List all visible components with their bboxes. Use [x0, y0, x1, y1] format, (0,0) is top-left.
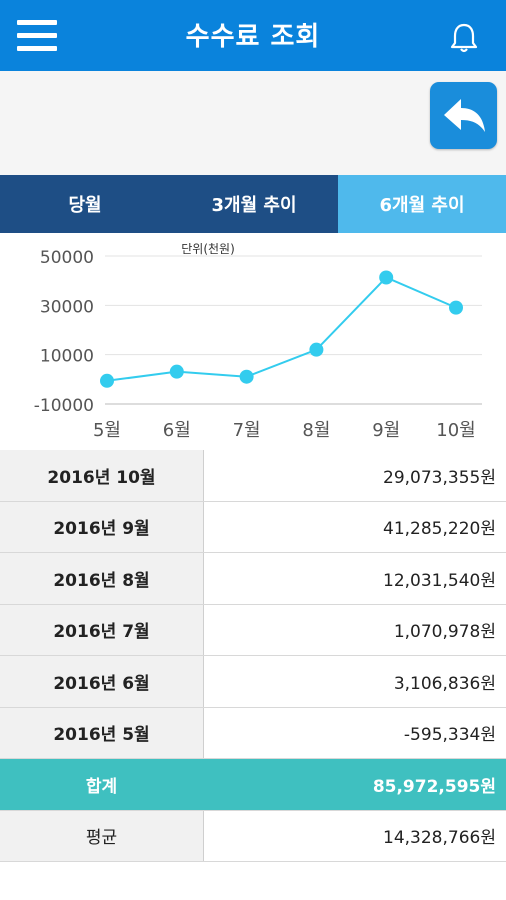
- y-tick-label: -10000: [34, 396, 94, 416]
- line-chart-svg: 50000 30000 10000 -10000 5월 6월 7월 8월 9월 10월 단위(천원): [34, 241, 482, 441]
- fee-table: 2016년 10월 29,073,355원 2016년 9월 41,285,220원 2…: [0, 450, 506, 862]
- table-row: 2016년 5월 -595,334원: [0, 707, 506, 759]
- y-tick-label: 10000: [40, 347, 94, 367]
- x-tick-label: 7월: [233, 420, 261, 441]
- fee-value: 12,031,540원: [204, 553, 506, 604]
- series-line: [106, 276, 457, 382]
- data-point: [379, 270, 394, 285]
- fee-value: 1,070,978원: [204, 604, 506, 655]
- table-row: 2016년 8월 12,031,540원: [0, 553, 506, 605]
- month-label: 2016년 9월: [0, 501, 204, 552]
- back-arrow-icon: [444, 99, 485, 132]
- average-row: 평균 14,328,766원: [0, 810, 506, 862]
- period-tabs: 당월 3개월 추이 6개월 추이: [0, 175, 506, 233]
- tab-3-month-trend[interactable]: 3개월 추이: [170, 175, 338, 233]
- month-label: 2016년 8월: [0, 553, 204, 604]
- bell-icon[interactable]: [446, 20, 482, 56]
- table-row: 2016년 10월 29,073,355원: [0, 450, 506, 502]
- x-tick-label: 8월: [302, 420, 330, 441]
- x-tick-label: 10월: [436, 420, 475, 441]
- fee-value: 3,106,836원: [204, 656, 506, 707]
- table-row: 2016년 9월 41,285,220원: [0, 501, 506, 553]
- total-value: 85,972,595원: [204, 759, 506, 810]
- y-tick-label: 30000: [40, 297, 94, 317]
- average-label: 평균: [0, 810, 204, 861]
- data-point: [449, 300, 463, 315]
- tab-current-month[interactable]: 당월: [0, 175, 170, 233]
- tab-6-month-trend[interactable]: 6개월 추이: [338, 175, 506, 233]
- page-title: 수수료 조회: [185, 22, 321, 52]
- data-point: [239, 369, 254, 384]
- unit-label: 단위(천원): [181, 241, 235, 256]
- y-tick-label: 50000: [40, 248, 94, 268]
- table-row: 2016년 6월 3,106,836원: [0, 656, 506, 708]
- fee-value: 41,285,220원: [204, 501, 506, 552]
- month-label: 2016년 5월: [0, 707, 204, 758]
- data-point: [309, 342, 324, 357]
- fee-trend-chart: 50000 30000 10000 -10000 5월 6월 7월 8월 9월 10월 단위(천원): [0, 233, 506, 450]
- x-tick-label: 6월: [163, 420, 191, 441]
- x-tick-label: 5월: [93, 420, 121, 441]
- x-tick-label: 9월: [372, 420, 400, 441]
- fee-value: -595,334원: [204, 707, 506, 758]
- table-row: 2016년 7월 1,070,978원: [0, 604, 506, 656]
- fee-value: 29,073,355원: [204, 450, 506, 501]
- hamburger-menu-icon[interactable]: [17, 20, 57, 52]
- average-value: 14,328,766원: [204, 810, 506, 861]
- total-label: 합계: [0, 759, 204, 810]
- total-row: 합계 85,972,595원: [0, 759, 506, 811]
- data-point: [169, 364, 184, 379]
- data-point: [100, 373, 114, 388]
- app-header: 수수료 조회: [0, 0, 506, 71]
- month-label: 2016년 7월: [0, 604, 204, 655]
- month-label: 2016년 6월: [0, 656, 204, 707]
- month-label: 2016년 10월: [0, 450, 204, 501]
- back-button[interactable]: [430, 82, 497, 149]
- toolbar: [0, 71, 506, 175]
